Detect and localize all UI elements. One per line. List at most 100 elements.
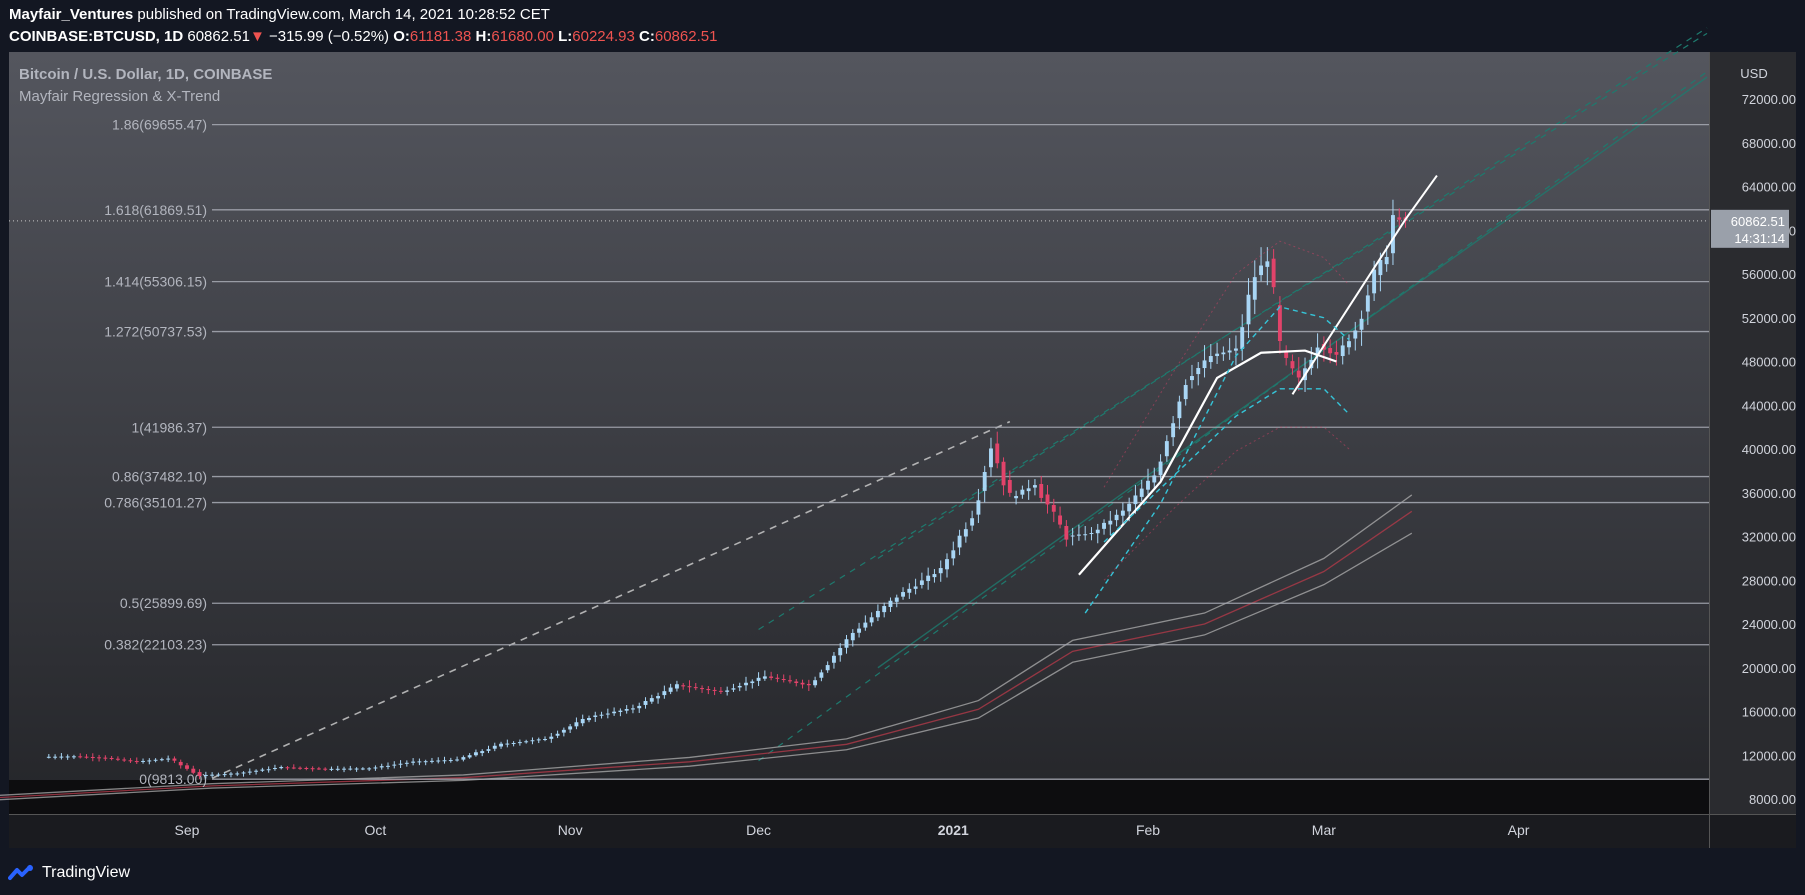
- candle-body: [1032, 485, 1037, 488]
- candle-body: [1014, 496, 1019, 499]
- candle-body: [574, 722, 579, 727]
- candle-body: [480, 751, 485, 754]
- price-tick-label: 48000.00: [1742, 355, 1796, 370]
- candle-body: [857, 628, 862, 633]
- candle-body: [1378, 260, 1383, 276]
- time-tick-label: Nov: [558, 822, 583, 838]
- footer[interactable]: TradingView: [8, 860, 130, 886]
- candle-body: [499, 743, 503, 747]
- author-name[interactable]: Mayfair_Ventures: [9, 6, 134, 23]
- candle-body: [637, 705, 642, 709]
- candle-body: [1158, 461, 1163, 476]
- candle-body: [1353, 330, 1358, 339]
- candle-body: [687, 686, 692, 688]
- candle-body: [901, 592, 905, 597]
- candle-body: [1340, 345, 1345, 357]
- price-tick-label: 24000.00: [1742, 617, 1796, 632]
- candle-body: [1133, 495, 1138, 505]
- candle-body: [335, 768, 340, 770]
- fib-label: 1.414(55306.15): [104, 274, 207, 290]
- time-tick-label: Apr: [1508, 822, 1530, 838]
- price-tick-label: 8000.00: [1749, 792, 1796, 807]
- candle-body: [1183, 385, 1188, 400]
- candle-body: [172, 758, 177, 761]
- candle-body: [832, 655, 836, 663]
- candle-body: [316, 768, 321, 770]
- candle-body: [103, 757, 108, 759]
- candle-body: [291, 767, 296, 769]
- candle-body: [448, 760, 453, 762]
- candle-body: [159, 759, 164, 761]
- fib-levels: 1.86(69655.47) 1.618(61869.51) 1.414(55306…: [9, 117, 1709, 787]
- last-price-label: 60862.51 14:31:14: [1711, 209, 1789, 248]
- candle-body: [549, 736, 554, 739]
- candle-body: [1120, 510, 1125, 516]
- time-tick-label: Oct: [365, 822, 387, 838]
- xtrend-outer-upper: [1103, 240, 1350, 488]
- candle-body: [1284, 351, 1289, 358]
- candle-body: [235, 773, 240, 775]
- price-axis-bg[interactable]: [1710, 52, 1796, 815]
- time-tick-label: 2021: [938, 822, 969, 838]
- time-axis[interactable]: Sep Oct Nov Dec 2021 Feb Mar Apr: [175, 822, 1530, 838]
- price-tick-label: 16000.00: [1742, 705, 1796, 720]
- candle-body: [1328, 348, 1333, 354]
- band-lower: [0, 532, 1413, 801]
- price-tick-label: 28000.00: [1742, 573, 1796, 588]
- candle-body: [643, 701, 648, 705]
- candle-body: [90, 757, 95, 758]
- candle-body: [473, 752, 478, 756]
- candle-body: [1296, 370, 1301, 378]
- candle-body: [894, 597, 899, 602]
- candle-body: [442, 760, 447, 762]
- price-tick-label: 64000.00: [1742, 180, 1796, 195]
- trend-dashed-white: [211, 420, 1011, 779]
- candle-body: [1051, 505, 1056, 512]
- time-axis-bg[interactable]: [9, 815, 1796, 848]
- candle-body: [945, 559, 949, 570]
- fib-label: 0.786(35101.27): [104, 495, 207, 511]
- open-value: 61181.38: [409, 28, 472, 45]
- candle-body: [1095, 529, 1100, 534]
- candle-body: [712, 689, 717, 691]
- candle-body: [1076, 534, 1081, 536]
- candle-body: [938, 568, 943, 574]
- candle-body: [963, 529, 968, 537]
- candle-body: [455, 759, 460, 761]
- candle-body: [781, 679, 786, 680]
- candle-body: [561, 729, 566, 733]
- indicator-name[interactable]: Mayfair Regression & X-Trend: [19, 88, 221, 105]
- candle-body: [1277, 305, 1282, 342]
- candle-body: [932, 574, 937, 578]
- candle-body: [1233, 348, 1238, 351]
- plot-area[interactable]: [9, 52, 1709, 815]
- candle-body: [1070, 535, 1075, 537]
- candle-body: [656, 696, 661, 699]
- candle-body: [863, 622, 868, 628]
- candle-body: [555, 733, 560, 736]
- candle-body: [762, 676, 767, 679]
- candle-body: [115, 758, 120, 760]
- candle-body: [272, 768, 277, 770]
- candle-body: [662, 691, 667, 696]
- candle-body: [1334, 352, 1339, 355]
- candle-body: [53, 756, 58, 758]
- time-tick-label: Mar: [1312, 822, 1336, 838]
- candle-body: [486, 749, 491, 751]
- candle-body: [304, 767, 309, 769]
- candle-body: [1102, 522, 1106, 529]
- chart-title[interactable]: Bitcoin / U.S. Dollar, 1D, COINBASE: [19, 66, 273, 83]
- candle-body: [1240, 327, 1245, 349]
- high-value: 61680.00: [491, 28, 554, 45]
- candle-body: [461, 757, 466, 760]
- time-tick-label: Dec: [746, 822, 771, 838]
- candle-body: [1365, 295, 1370, 312]
- candle-body: [1001, 461, 1006, 486]
- candle-body: [1384, 256, 1389, 265]
- candle-body: [775, 677, 780, 679]
- candle-body: [1196, 368, 1201, 375]
- candle-body: [430, 760, 434, 762]
- high-label: H:: [475, 28, 492, 45]
- candle-body: [524, 741, 529, 743]
